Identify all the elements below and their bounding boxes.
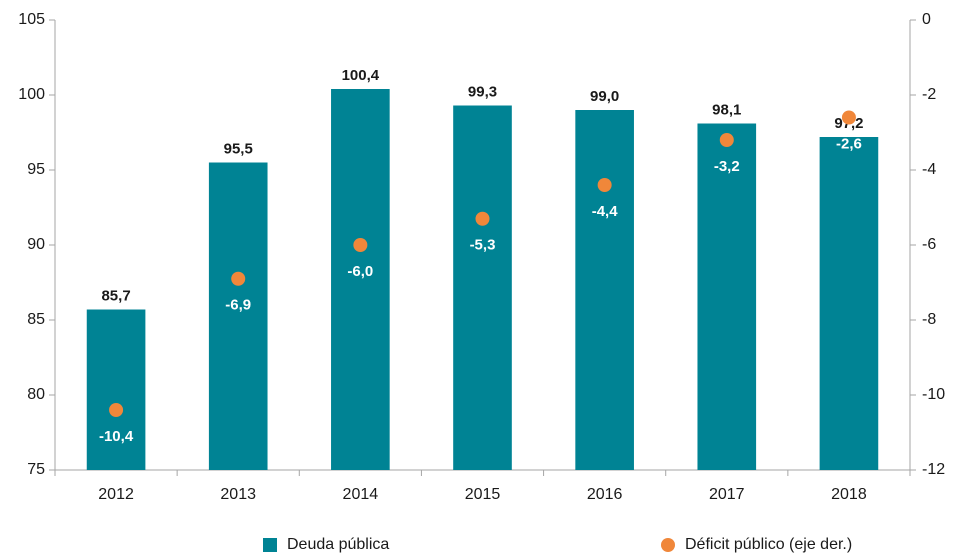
x-tick-label: 2012 [98,486,134,503]
dot-value-label: -4,4 [592,203,619,220]
dot-value-label: -2,6 [836,135,862,152]
dot [353,238,368,252]
y-tick-label: 95 [27,161,45,178]
bar [819,137,879,470]
bar-value-label: 98,1 [712,101,741,118]
dot-value-label: -5,3 [470,237,496,254]
dot-value-label: -6,0 [347,263,373,280]
y2-tick-label: -2 [922,86,936,103]
bar-value-label: 100,4 [342,67,380,84]
x-tick-label: 2013 [220,486,256,503]
y2-tick-label: 0 [922,11,931,28]
dot-value-label: -10,4 [99,428,134,445]
y-tick-label: 90 [27,236,45,253]
y2-tick-label: -6 [922,236,936,253]
bar-value-label: 85,7 [101,287,130,304]
dot [475,211,490,226]
legend-label: Déficit público (eje der.) [685,536,852,553]
bar [575,110,634,470]
x-tick-label: 2016 [587,486,623,503]
dot [719,133,734,147]
dot [841,110,856,125]
bar [453,105,512,470]
y2-tick-label: -4 [922,161,936,178]
dot [231,271,246,286]
y2-tick-label: -10 [922,386,945,403]
x-tick-label: 2014 [343,486,379,503]
y2-tick-label: -12 [922,461,945,478]
bar-value-label: 95,5 [224,140,253,157]
y-tick-label: 105 [18,11,45,28]
bar [697,123,757,470]
legend-swatch [263,538,277,552]
x-tick-label: 2015 [465,486,501,503]
y-tick-label: 75 [27,461,45,478]
y2-tick-label: -8 [922,311,936,328]
dot [597,178,612,192]
dot-value-label: -3,2 [714,158,740,175]
bar-value-label: 99,0 [590,88,619,105]
bar [208,162,268,470]
y-tick-label: 85 [27,311,45,328]
legend-swatch [661,538,675,552]
legend-label: Deuda pública [287,536,389,553]
y-tick-label: 100 [18,86,45,103]
x-tick-label: 2017 [709,486,745,503]
dot [109,403,124,417]
bar-value-label: 99,3 [468,83,497,100]
x-tick-label: 2018 [831,486,867,503]
y-tick-label: 80 [27,386,45,403]
bar [86,309,146,470]
dot-value-label: -6,9 [225,297,251,314]
bar [331,89,390,470]
